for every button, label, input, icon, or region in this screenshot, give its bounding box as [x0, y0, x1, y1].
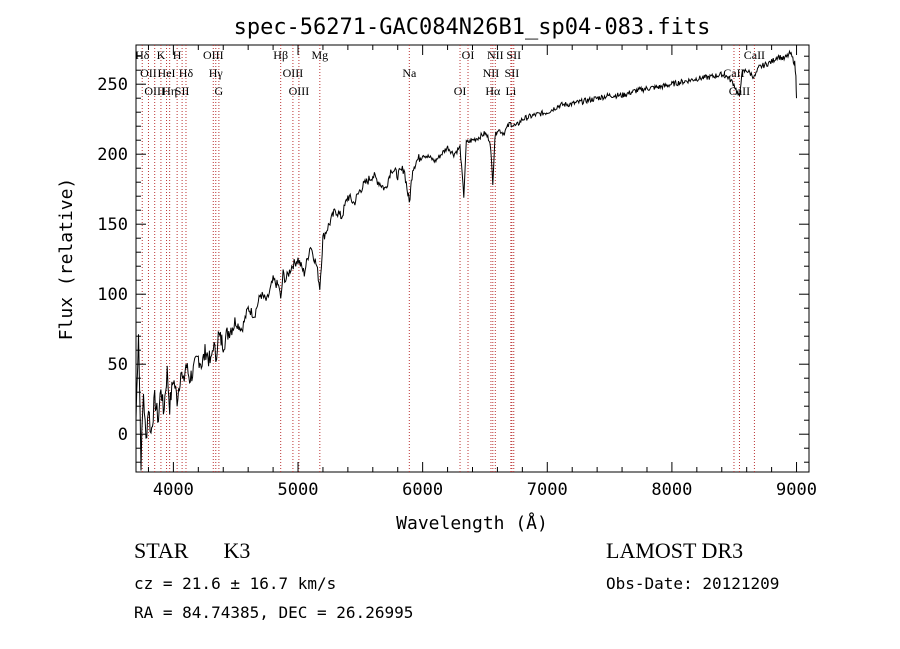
line-label: OIII: [289, 84, 310, 98]
coordinates-text: RA = 84.74385, DEC = 26.26995: [134, 603, 414, 622]
y-tick-label: 50: [108, 355, 128, 375]
line-label: Hδ: [135, 48, 150, 62]
redshift-text: cz = 21.6 ± 16.7 km/s: [134, 574, 337, 593]
y-tick-label: 200: [97, 145, 128, 165]
spectrum-line: [135, 49, 797, 471]
y-tick-label: 150: [97, 215, 128, 235]
object-class: STAR K3: [134, 538, 250, 564]
line-label: OI: [454, 84, 467, 98]
plot-frame: [135, 44, 810, 473]
line-label: NII: [483, 66, 500, 80]
line-label: K: [157, 48, 166, 62]
line-label: HeI: [158, 66, 176, 80]
line-label: Mg: [311, 48, 328, 62]
y-tick-label: 0: [118, 425, 128, 445]
line-labels: Hδ OII OIII K HeI Hη H Hδ SII OIII Hγ G Hβ OIII OIII Mg…: [135, 48, 765, 98]
x-tick-label: 7000: [527, 480, 568, 500]
line-label: CaII: [744, 48, 765, 62]
survey-name: LAMOST DR3: [606, 538, 744, 563]
line-label: OIII: [203, 48, 224, 62]
line-label: Hγ: [209, 66, 224, 80]
y-tick-label: 100: [97, 285, 128, 305]
line-label: Na: [402, 66, 417, 80]
chart-title: spec-56271-GAC084N26B1_sp04-083.fits: [234, 15, 711, 40]
line-label: SII: [505, 66, 520, 80]
y-tick-label: 250: [97, 75, 128, 95]
line-label: Li: [506, 84, 517, 98]
x-tick-label: 8000: [651, 480, 692, 500]
line-label: Hδ: [179, 66, 194, 80]
x-axis-label: Wavelength (Å): [396, 512, 548, 534]
line-label: OIII: [144, 84, 165, 98]
x-tick-label: 9000: [776, 480, 817, 500]
line-label: Hα: [485, 84, 501, 98]
line-label: H: [173, 48, 182, 62]
x-tick-label: 5000: [278, 480, 319, 500]
line-label: OIII: [283, 66, 304, 80]
subclass-label: K3: [223, 538, 251, 563]
x-axis: 4000 5000 6000 7000 8000 9000: [147, 45, 817, 500]
line-label: SII: [175, 84, 190, 98]
x-tick-label: 6000: [402, 480, 443, 500]
line-label: Hη: [162, 84, 177, 98]
x-tick-label: 4000: [153, 480, 194, 500]
y-axis-label: Flux (relative): [56, 178, 77, 341]
line-label: Hβ: [273, 48, 288, 62]
emission-lines: [141, 45, 755, 472]
class-label: STAR: [134, 538, 189, 563]
line-label: SII: [506, 48, 521, 62]
line-label: CaII: [723, 66, 744, 80]
y-axis: 0 50 100 150 200 250: [97, 55, 809, 463]
line-label: OII: [140, 66, 157, 80]
obs-date: Obs-Date: 20121209: [606, 574, 780, 593]
line-label: G: [215, 84, 224, 98]
line-label: NII: [487, 48, 504, 62]
line-label: OI: [462, 48, 475, 62]
